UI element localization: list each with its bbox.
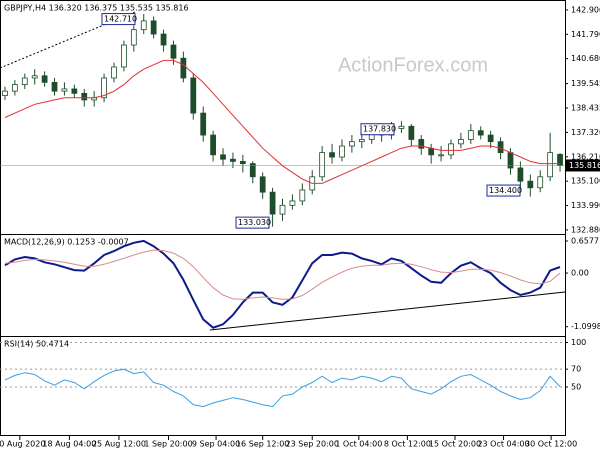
candle-body: [220, 154, 226, 160]
candle-body: [329, 152, 335, 158]
annotation-label: 142.710: [104, 15, 137, 24]
candle-body: [339, 145, 345, 158]
candle-body: [517, 167, 524, 182]
candle-body: [487, 134, 494, 143]
series-line: [4, 249, 561, 300]
x-tick-label: 1 Sep 20:00: [144, 440, 192, 449]
candle-body: [418, 139, 425, 149]
candle-body: [408, 125, 415, 140]
y-tick-label: 135.100: [571, 177, 600, 186]
candle-body: [61, 88, 68, 92]
candle-body: [239, 161, 246, 165]
y-tick-label: 141.790: [571, 30, 600, 39]
y-tick-label: 136.210: [571, 152, 600, 161]
x-tick-label: 23 Oct 04:00: [477, 440, 529, 449]
candle-body: [438, 154, 444, 157]
x-tick-label: 18 Aug 04:00: [42, 440, 96, 449]
x-tick-label: 8 Oct 12:00: [384, 440, 431, 449]
candle-body: [81, 92, 88, 101]
candle-body: [170, 44, 177, 59]
x-tick-label: 23 Sep 20:00: [286, 440, 339, 449]
annotation-label: 134.400: [489, 186, 522, 195]
candle-body: [130, 29, 137, 46]
candle-body: [428, 147, 435, 156]
x-tick-label: 15 Oct 20:00: [429, 440, 481, 449]
y-tick-label: 0.6577: [571, 236, 599, 245]
annotation-box: [486, 184, 521, 197]
candle-body: [51, 81, 58, 92]
candle-body: [448, 143, 454, 156]
y-tick-label: 139.545: [571, 79, 600, 88]
trend-line: [209, 291, 566, 331]
candle-body: [200, 112, 207, 136]
candle-body: [289, 200, 296, 206]
y-tick-label: 142.900: [571, 5, 600, 14]
x-tick-label: 16 Sep 12:00: [236, 440, 289, 449]
candle-body: [458, 139, 464, 145]
y-tick-label: 138.435: [571, 103, 600, 112]
series-line: [4, 59, 560, 184]
candle-body: [537, 176, 544, 189]
y-tick-label: -1.0998: [571, 322, 600, 331]
candle-body: [180, 57, 187, 79]
annotation-box: [235, 216, 270, 229]
x-tick-label: 30 Oct 12:00: [525, 440, 577, 449]
watermark: ActionForex.com: [338, 54, 488, 76]
candle-body: [477, 130, 484, 136]
candle-body: [2, 90, 8, 96]
candle-body: [190, 77, 197, 114]
frame: [0, 0, 566, 436]
candle-body: [230, 158, 236, 162]
candle-body: [547, 152, 554, 178]
y-tick-label: 0.00: [571, 269, 589, 278]
candle-body: [160, 33, 167, 46]
candle-body: [259, 176, 266, 193]
candle-body: [121, 44, 127, 68]
chart-title: RSI(14) 50.4714: [4, 340, 69, 349]
series-line: [4, 368, 561, 408]
candle-body: [269, 191, 276, 215]
candle-body: [349, 141, 355, 147]
candle-body: [398, 125, 405, 129]
chart-title: GBPJPY,H4 136.320 136.375 135.535 135.81…: [4, 4, 189, 13]
candle-body: [358, 139, 365, 143]
candle-body: [31, 75, 38, 79]
x-tick-label: 9 Sep 04:00: [192, 440, 240, 449]
y-tick-label: 100: [571, 338, 586, 347]
candle-body: [41, 75, 48, 83]
y-tick-label: 132.880: [571, 225, 600, 234]
annotation-label: 133.030: [238, 218, 271, 227]
candle-body: [527, 180, 534, 189]
y-tick-label: 50: [571, 383, 581, 392]
candle-body: [299, 189, 306, 202]
candle-body: [71, 88, 78, 94]
chart-title: MACD(12,26,9) 0.1253 -0.0007: [4, 238, 129, 247]
candle-body: [140, 20, 147, 31]
series-line: [4, 239, 561, 329]
y-tick-label: 140.680: [571, 54, 600, 63]
x-tick-label: 25 Aug 12:00: [92, 440, 146, 449]
annotation-label: 137.830: [363, 125, 396, 134]
candle-body: [497, 141, 504, 154]
x-tick-label: 10 Aug 2020: [0, 440, 45, 449]
annotation-box: [360, 123, 395, 136]
candle-body: [467, 130, 474, 140]
candle-body: [249, 163, 256, 178]
annotation-box: [101, 13, 136, 26]
candle-body: [150, 20, 157, 35]
y-tick-label: 70: [571, 365, 581, 374]
candle-body: [111, 66, 117, 79]
y-tick-label: 137.320: [571, 128, 600, 137]
candle-body: [101, 77, 107, 99]
last-price-box: [566, 159, 600, 172]
candle-body: [21, 77, 28, 85]
x-tick-label: 1 Oct 04:00: [335, 440, 382, 449]
candle-body: [210, 134, 216, 156]
candle-body: [11, 84, 18, 92]
candle-body: [319, 152, 326, 178]
candle-body: [279, 204, 286, 215]
y-tick-label: 133.990: [571, 201, 600, 210]
last-price-label: 135.816: [569, 161, 600, 170]
